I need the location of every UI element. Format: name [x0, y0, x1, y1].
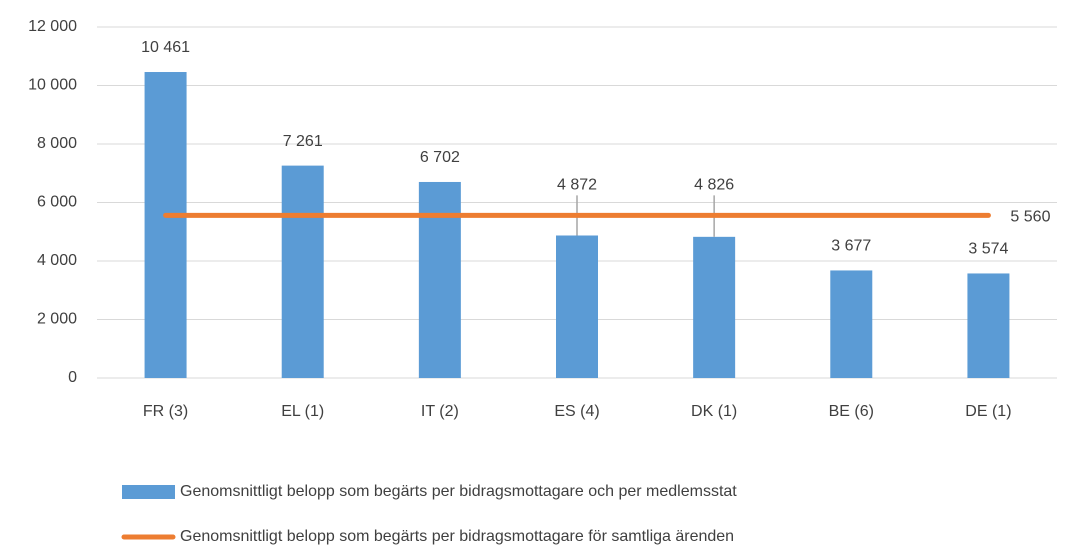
y-tick-label: 6 000 [37, 194, 77, 211]
bar [144, 72, 187, 378]
data-label: 7 261 [283, 133, 323, 150]
legend-label: Genomsnittligt belopp som begärts per bi… [180, 528, 734, 545]
data-label: 4 826 [694, 177, 734, 194]
x-tick-label: EL (1) [281, 403, 324, 420]
y-tick-label: 8 000 [37, 135, 77, 152]
x-tick-label: IT (2) [421, 403, 459, 420]
legend-swatch [122, 485, 175, 499]
x-tick-label: FR (3) [143, 403, 188, 420]
legend-label: Genomsnittligt belopp som begärts per bi… [180, 483, 737, 500]
y-tick-label: 2 000 [37, 311, 77, 328]
data-label: 3 574 [968, 241, 1008, 258]
bar [830, 270, 873, 378]
bar [967, 273, 1010, 378]
x-tick-label: ES (4) [554, 403, 599, 420]
data-label: 10 461 [141, 39, 190, 56]
x-tick-label: DE (1) [965, 403, 1011, 420]
y-tick-label: 10 000 [28, 77, 77, 94]
y-tick-label: 4 000 [37, 252, 77, 269]
data-label: 6 702 [420, 149, 460, 166]
bar [418, 181, 461, 378]
bar [281, 165, 324, 378]
data-label: 5 560 [1010, 209, 1050, 226]
y-tick-label: 0 [68, 369, 77, 386]
y-tick-label: 12 000 [28, 18, 77, 35]
x-tick-label: DK (1) [691, 403, 737, 420]
data-label: 3 677 [831, 238, 871, 255]
bar [556, 235, 598, 378]
bar [693, 236, 736, 378]
x-tick-label: BE (6) [829, 403, 874, 420]
data-label: 4 872 [557, 177, 597, 194]
